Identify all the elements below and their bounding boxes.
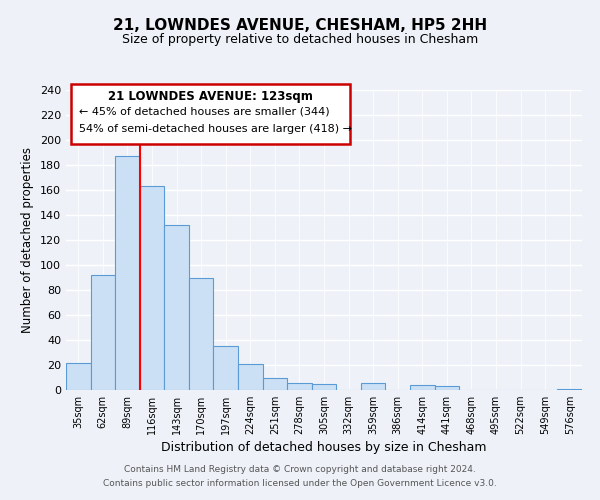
Bar — [140, 186, 164, 390]
Bar — [312, 384, 336, 390]
Y-axis label: Number of detached properties: Number of detached properties — [22, 147, 34, 333]
Bar — [189, 278, 214, 390]
Text: 54% of semi-detached houses are larger (418) →: 54% of semi-detached houses are larger (… — [79, 124, 352, 134]
Bar — [66, 362, 91, 390]
Text: 21 LOWNDES AVENUE: 123sqm: 21 LOWNDES AVENUE: 123sqm — [108, 90, 313, 103]
Text: 21, LOWNDES AVENUE, CHESHAM, HP5 2HH: 21, LOWNDES AVENUE, CHESHAM, HP5 2HH — [113, 18, 487, 32]
Bar — [115, 156, 140, 390]
Bar — [434, 386, 459, 390]
FancyBboxPatch shape — [71, 84, 350, 144]
Bar — [164, 225, 189, 390]
Bar — [557, 389, 582, 390]
Bar — [238, 364, 263, 390]
Bar — [214, 346, 238, 390]
Bar — [410, 385, 434, 390]
Bar — [263, 378, 287, 390]
Text: ← 45% of detached houses are smaller (344): ← 45% of detached houses are smaller (34… — [79, 106, 329, 117]
Bar — [361, 382, 385, 390]
Bar — [91, 275, 115, 390]
X-axis label: Distribution of detached houses by size in Chesham: Distribution of detached houses by size … — [161, 442, 487, 454]
Text: Contains HM Land Registry data © Crown copyright and database right 2024.
Contai: Contains HM Land Registry data © Crown c… — [103, 466, 497, 487]
Bar — [287, 382, 312, 390]
Text: Size of property relative to detached houses in Chesham: Size of property relative to detached ho… — [122, 32, 478, 46]
